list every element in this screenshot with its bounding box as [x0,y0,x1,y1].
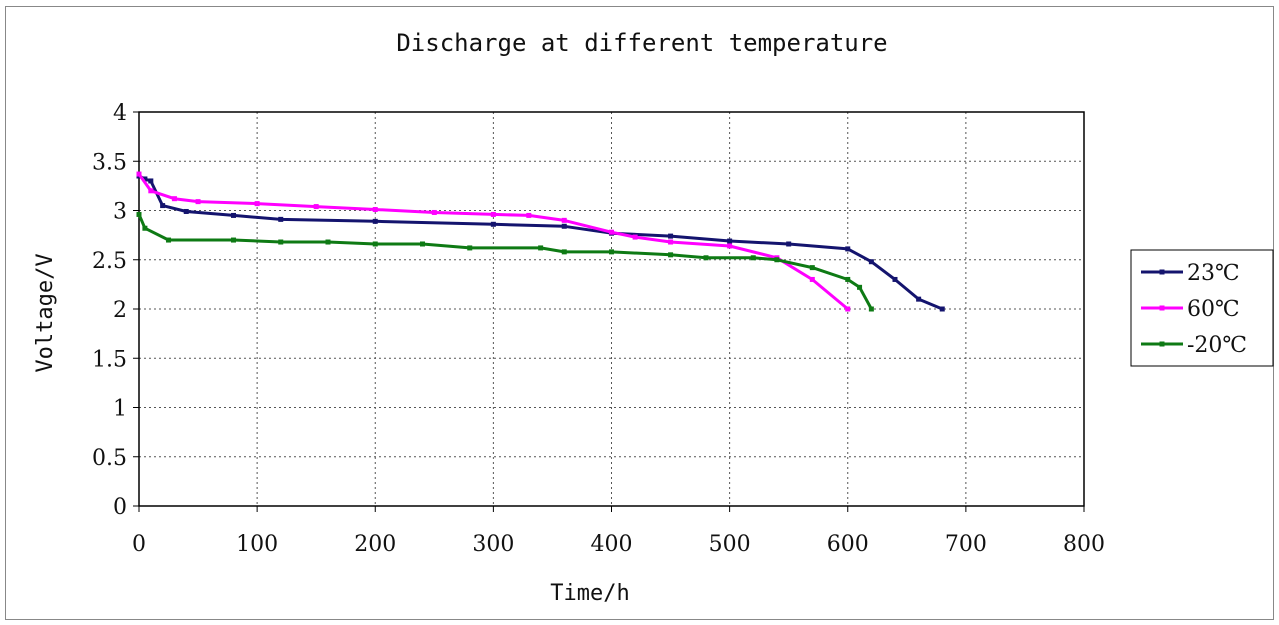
y-tick-label: 3 [113,200,127,225]
data-point [195,199,201,205]
data-point [916,296,922,302]
legend-label: 60℃ [1187,297,1240,322]
data-point [727,238,733,244]
data-point [254,201,260,207]
y-tick-label: 0.5 [92,446,127,471]
data-point [632,234,638,240]
y-tick-label: 4 [113,101,127,126]
data-point [372,241,378,247]
x-tick-label: 300 [472,532,514,557]
x-tick-label: 0 [132,532,146,557]
legend-marker [1159,305,1165,311]
data-point [142,176,148,182]
legend-label: 23℃ [1187,261,1240,286]
data-point [372,207,378,213]
data-point [490,221,496,227]
data-point [278,216,284,222]
data-point [668,239,674,245]
x-tick-label: 500 [709,532,751,557]
data-point [786,241,792,247]
data-point [868,306,874,312]
data-point [467,245,473,251]
data-point [668,252,674,258]
data-point [420,241,425,247]
data-point [561,223,567,229]
data-point [526,212,532,218]
data-point [278,239,284,245]
y-tick-label: 2 [113,298,127,323]
data-point [160,203,166,209]
series-line-1 [137,172,850,311]
data-point [166,237,172,243]
data-point [148,178,154,184]
y-tick-label: 1 [113,397,127,422]
data-point [325,239,331,245]
data-point [136,211,142,217]
data-point [231,237,236,243]
data-point [561,217,567,223]
data-point [148,188,154,194]
data-point [668,233,674,239]
y-axis-title: Voltage/V [33,253,58,372]
x-axis-title: Time/h [550,581,629,606]
data-point [136,171,142,177]
data-point [868,259,874,265]
y-tick-label: 1.5 [92,347,127,372]
data-point [845,246,851,252]
x-tick-label: 800 [1063,532,1105,557]
x-tick-label: 400 [591,532,633,557]
data-point [750,255,756,261]
plot-area: 0 0.5 1 1.5 2 2.5 3 3.5 4 0 100 200 300 400 500 600 700 8… [92,101,1105,557]
y-tick-label: 0 [113,495,127,520]
data-point [490,211,496,217]
y-tick-label: 2.5 [92,249,127,274]
y-tick-label: 3.5 [92,150,127,175]
series-line-2 [137,212,873,311]
legend-marker [1159,341,1165,347]
x-tick-label: 600 [827,532,869,557]
x-tick-label: 200 [354,532,396,557]
data-point [431,209,437,215]
x-tick-label: 700 [945,532,987,557]
legend-label: -20℃ [1187,333,1247,358]
data-point [774,257,780,263]
data-point [231,212,236,218]
data-point [845,276,851,282]
data-point [857,284,863,290]
legend-marker [1159,269,1165,275]
data-point [939,306,945,312]
data-point [313,204,319,210]
data-point [703,255,709,261]
data-point [171,196,177,202]
data-point [809,265,815,271]
data-point [183,208,189,214]
data-point [561,249,567,255]
chart-title: Discharge at different temperature [396,29,887,57]
data-point [372,218,378,224]
legend: 23℃ 60℃ -20℃ [1130,249,1274,367]
data-point [845,306,851,312]
data-point [538,245,544,251]
data-point [609,249,614,255]
data-point [892,276,898,282]
data-point [809,276,815,282]
x-tick-label: 100 [236,532,278,557]
data-point [142,225,148,231]
data-point [727,243,733,249]
data-point [609,229,614,235]
